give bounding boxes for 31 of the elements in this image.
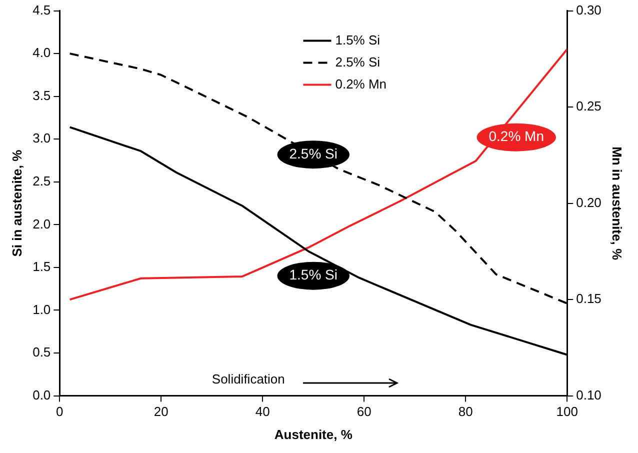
x-axis-title: Austenite, % bbox=[274, 426, 353, 442]
y-tick-label: 1.5 bbox=[32, 259, 51, 274]
y-tick-label: 4.5 bbox=[32, 2, 51, 18]
annotation: Solidification bbox=[212, 371, 285, 386]
annotation: 1.5% Si bbox=[289, 266, 338, 283]
y-tick-label: 3.0 bbox=[32, 130, 51, 146]
annotation: 0.2% Mn bbox=[488, 128, 544, 144]
y-tick-label: 3.5 bbox=[32, 88, 51, 103]
y2-axis-title: Mn in austenite, % bbox=[610, 146, 625, 260]
y2-tick-label: 0.15 bbox=[576, 291, 602, 306]
y2-tick-label: 0.30 bbox=[576, 2, 602, 18]
x-tick-label: 60 bbox=[356, 404, 372, 420]
y-tick-label: 2.5 bbox=[32, 173, 51, 188]
y-axis-title: Si in austenite, % bbox=[9, 149, 24, 257]
y-tick-label: 4.0 bbox=[32, 45, 51, 60]
x-tick-label: 100 bbox=[556, 404, 578, 420]
legend-label: 1.5% Si bbox=[335, 32, 380, 48]
y2-tick-label: 0.10 bbox=[576, 387, 602, 402]
legend-label: 2.5% Si bbox=[335, 54, 380, 70]
y-tick-label: 0.5 bbox=[32, 344, 51, 360]
y-tick-label: 2.0 bbox=[32, 216, 51, 232]
annotation: 2.5% Si bbox=[289, 145, 338, 162]
x-tick-label: 80 bbox=[458, 404, 473, 420]
y2-tick-label: 0.20 bbox=[576, 194, 602, 210]
y-tick-label: 0.0 bbox=[32, 387, 51, 402]
y-tick-label: 1.0 bbox=[32, 302, 51, 317]
x-tick-label: 0 bbox=[56, 404, 64, 420]
x-tick-label: 40 bbox=[255, 404, 270, 420]
legend-label: 0.2% Mn bbox=[335, 76, 387, 92]
y2-tick-label: 0.25 bbox=[576, 98, 602, 114]
x-tick-label: 20 bbox=[154, 404, 168, 420]
